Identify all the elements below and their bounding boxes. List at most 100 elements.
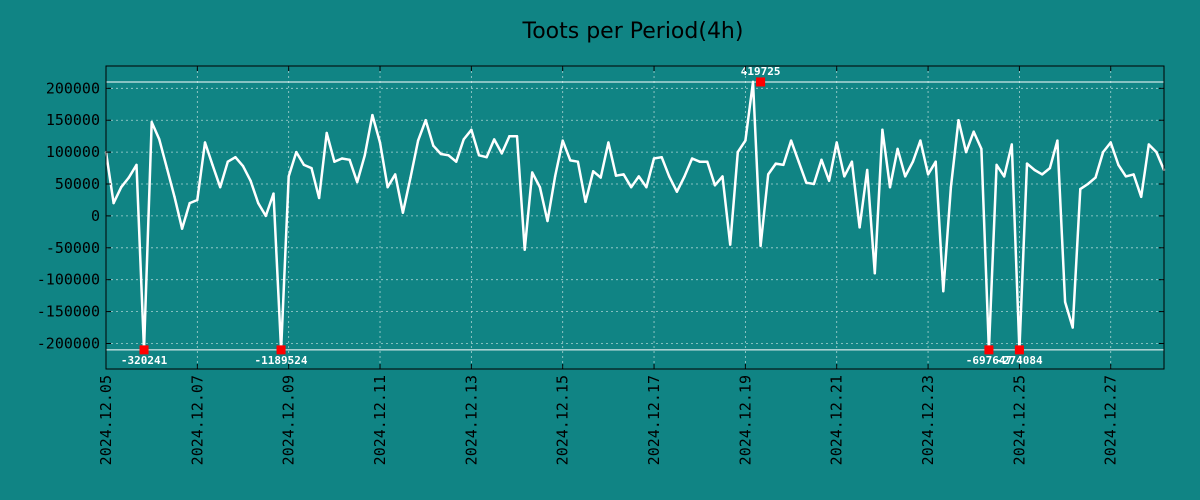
data-point xyxy=(477,154,481,157)
x-tick-label: 2024.12.25 xyxy=(1010,375,1028,465)
data-point xyxy=(569,159,572,162)
data-point xyxy=(211,163,214,167)
data-point xyxy=(500,152,503,155)
data-point xyxy=(439,152,443,156)
x-tick-label: 2024.12.07 xyxy=(188,375,206,465)
data-point xyxy=(424,119,427,122)
data-point xyxy=(257,201,260,205)
data-point xyxy=(356,180,359,184)
axis-frame xyxy=(105,65,1165,370)
data-point xyxy=(622,173,625,176)
data-point xyxy=(820,158,823,161)
data-point xyxy=(135,163,138,167)
data-point xyxy=(447,154,450,157)
data-point xyxy=(363,154,366,157)
data-point xyxy=(675,190,679,193)
data-point xyxy=(919,139,922,142)
data-point xyxy=(759,244,762,248)
data-point xyxy=(599,176,602,179)
data-point xyxy=(249,179,252,182)
data-point xyxy=(614,174,618,177)
data-point xyxy=(873,272,876,275)
data-point xyxy=(1041,173,1044,176)
data-point xyxy=(713,184,717,187)
data-point xyxy=(812,182,816,186)
data-point xyxy=(1056,139,1059,142)
data-point xyxy=(1003,175,1006,178)
data-point xyxy=(120,186,123,189)
data-point xyxy=(1124,175,1128,178)
data-point xyxy=(660,156,663,159)
data-point xyxy=(485,156,488,159)
data-point xyxy=(531,171,534,174)
data-point xyxy=(340,157,344,160)
y-tick-label: 100000 xyxy=(46,143,100,161)
data-point xyxy=(234,156,237,159)
x-tick-label: 2024.12.15 xyxy=(554,375,572,465)
data-point xyxy=(736,150,739,154)
plot-area xyxy=(106,66,1164,369)
x-tick-label: 2024.12.27 xyxy=(1102,375,1120,465)
data-point xyxy=(926,173,930,176)
data-point xyxy=(827,179,831,182)
data-point xyxy=(493,138,496,141)
data-point xyxy=(964,150,968,154)
data-point xyxy=(1147,143,1151,146)
data-point xyxy=(470,128,473,131)
data-point xyxy=(683,175,686,178)
x-tick-label: 2024.12.09 xyxy=(280,375,298,465)
data-point xyxy=(782,163,785,167)
data-point xyxy=(957,119,960,122)
data-point xyxy=(607,141,610,144)
marker-layer: -320241 -1189524 419725 -697647-274084 xyxy=(121,65,1043,367)
x-tick-label: 2024.12.13 xyxy=(462,375,480,465)
data-point xyxy=(1048,166,1052,170)
y-tick-label: 0 xyxy=(91,207,100,225)
data-point xyxy=(371,113,374,117)
data-point xyxy=(302,163,306,167)
data-point xyxy=(196,198,199,202)
annotation-label: 419725 xyxy=(741,65,781,78)
data-point xyxy=(972,130,975,133)
data-point xyxy=(904,175,907,178)
data-point xyxy=(1071,326,1074,329)
data-point xyxy=(835,141,838,144)
data-point xyxy=(1033,168,1036,172)
data-point xyxy=(386,186,389,189)
data-point xyxy=(432,144,435,147)
data-point xyxy=(805,181,808,184)
annotation-label: -320241 xyxy=(121,354,168,367)
data-point xyxy=(645,186,648,189)
y-tick-label: -200000 xyxy=(37,334,100,352)
data-point xyxy=(866,168,869,172)
data-point xyxy=(576,160,580,163)
data-point xyxy=(553,175,557,178)
series-layer xyxy=(104,80,1166,352)
data-point xyxy=(652,157,656,160)
y-tick-label: -50000 xyxy=(46,239,100,257)
data-point xyxy=(592,170,595,173)
data-point xyxy=(1117,163,1120,167)
data-point xyxy=(272,192,275,195)
data-point xyxy=(287,175,290,178)
data-point xyxy=(797,160,800,163)
data-point xyxy=(767,173,770,176)
data-point xyxy=(1140,195,1143,198)
x-tick-label: 2024.12.11 xyxy=(371,375,389,465)
data-point xyxy=(515,135,519,138)
data-point xyxy=(690,157,694,160)
data-point xyxy=(546,219,549,223)
data-point xyxy=(911,160,915,163)
x-tick-label: 2024.12.23 xyxy=(919,375,937,465)
data-point xyxy=(264,214,267,218)
data-point xyxy=(949,186,953,189)
data-point xyxy=(888,186,892,189)
data-point xyxy=(729,243,732,246)
annotation-label: -697647 xyxy=(966,354,1012,367)
data-point xyxy=(401,211,405,214)
y-tick-label: -150000 xyxy=(37,303,100,321)
data-point xyxy=(1079,187,1082,191)
data-point xyxy=(751,80,755,84)
data-point xyxy=(416,139,420,142)
